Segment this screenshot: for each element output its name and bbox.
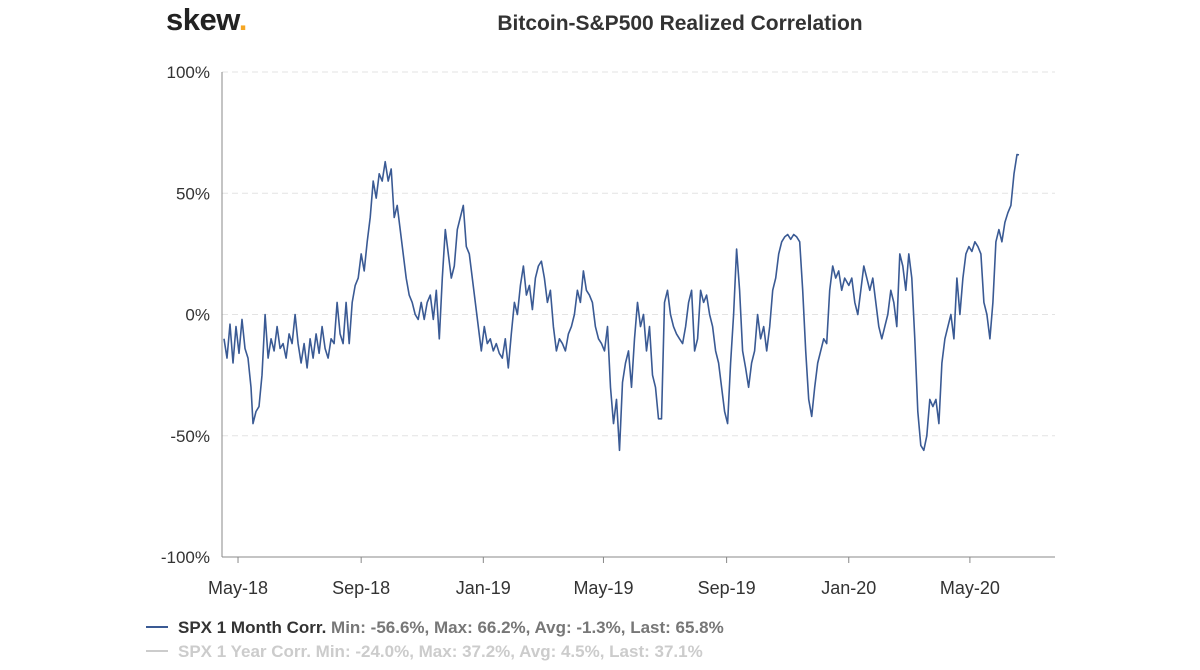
x-tick-label: Jan-20 [821,578,876,598]
y-axis-ticks: 100% 50% 0% -50% -100% [161,63,210,567]
x-tick-label: May-18 [208,578,268,598]
series-layer [223,153,1020,452]
chart-title: Bitcoin-S&P500 Realized Correlation [497,12,863,35]
legend-swatch [146,625,168,628]
logo-text: skew [166,2,239,37]
legend-item-1-year[interactable]: SPX 1 Year Corr. Min: -24.0%, Max: 37.2%… [146,642,703,662]
x-axis-ticks: May-18 Sep-18 Jan-19 May-19 Sep-19 Jan-20 May-… [208,557,1000,598]
legend-swatch [146,649,168,652]
y-tick-label: -50% [170,427,210,446]
legend-series-stats: Min: -24.0%, Max: 37.2%, Avg: 4.5%, Last… [315,642,703,661]
x-tick-label: May-19 [573,578,633,598]
legend-series-name: SPX 1 Year Corr. [178,642,311,661]
y-tick-label: 50% [176,184,210,203]
x-tick-label: Sep-19 [698,578,756,598]
y-tick-label: 100% [167,63,210,82]
series-line-1 [223,153,1020,452]
x-tick-label: Sep-18 [332,578,390,598]
y-tick-label: 0% [185,306,210,325]
x-tick-label: Jan-19 [456,578,511,598]
grid-lines [222,71,1055,437]
logo-dot: . [238,2,248,37]
legend-item-1-month[interactable]: SPX 1 Month Corr. Min: -56.6%, Max: 66.2… [146,618,724,638]
skew-logo: skew. [166,2,247,38]
legend-series-stats: Min: -56.6%, Max: 66.2%, Avg: -1.3%, Las… [331,618,724,637]
y-tick-label: -100% [161,548,210,567]
legend-series-name: SPX 1 Month Corr. [178,618,327,637]
x-tick-label: May-20 [940,578,1000,598]
